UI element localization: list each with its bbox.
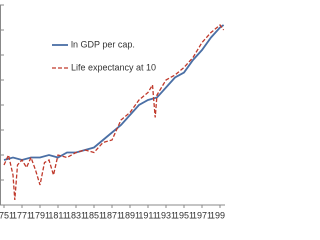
x-tick-label: 1951 <box>174 210 194 220</box>
legend-label: Life expectancy at 10 <box>71 62 156 72</box>
chart: 1751177117911811183118511871189119111931… <box>0 4 225 220</box>
legend-label: ln GDP per cap. <box>71 39 135 49</box>
x-tick-label: 1771 <box>12 210 32 220</box>
x-tick-label: 1931 <box>156 210 176 220</box>
series-line <box>3 24 225 201</box>
x-tick-label: 1851 <box>84 210 104 220</box>
x-tick-label: 1871 <box>102 210 122 220</box>
x-tick-label: 1971 <box>192 210 212 220</box>
x-tick-label: 1891 <box>120 210 140 220</box>
x-tick-label: 1751 <box>0 210 14 220</box>
x-tick-label: 1831 <box>66 210 86 220</box>
x-tick-label: 1791 <box>30 210 50 220</box>
x-tick-label: 1911 <box>138 210 157 220</box>
x-tick-label: 1811 <box>48 210 67 220</box>
x-tick-label: 1991 <box>210 210 225 220</box>
